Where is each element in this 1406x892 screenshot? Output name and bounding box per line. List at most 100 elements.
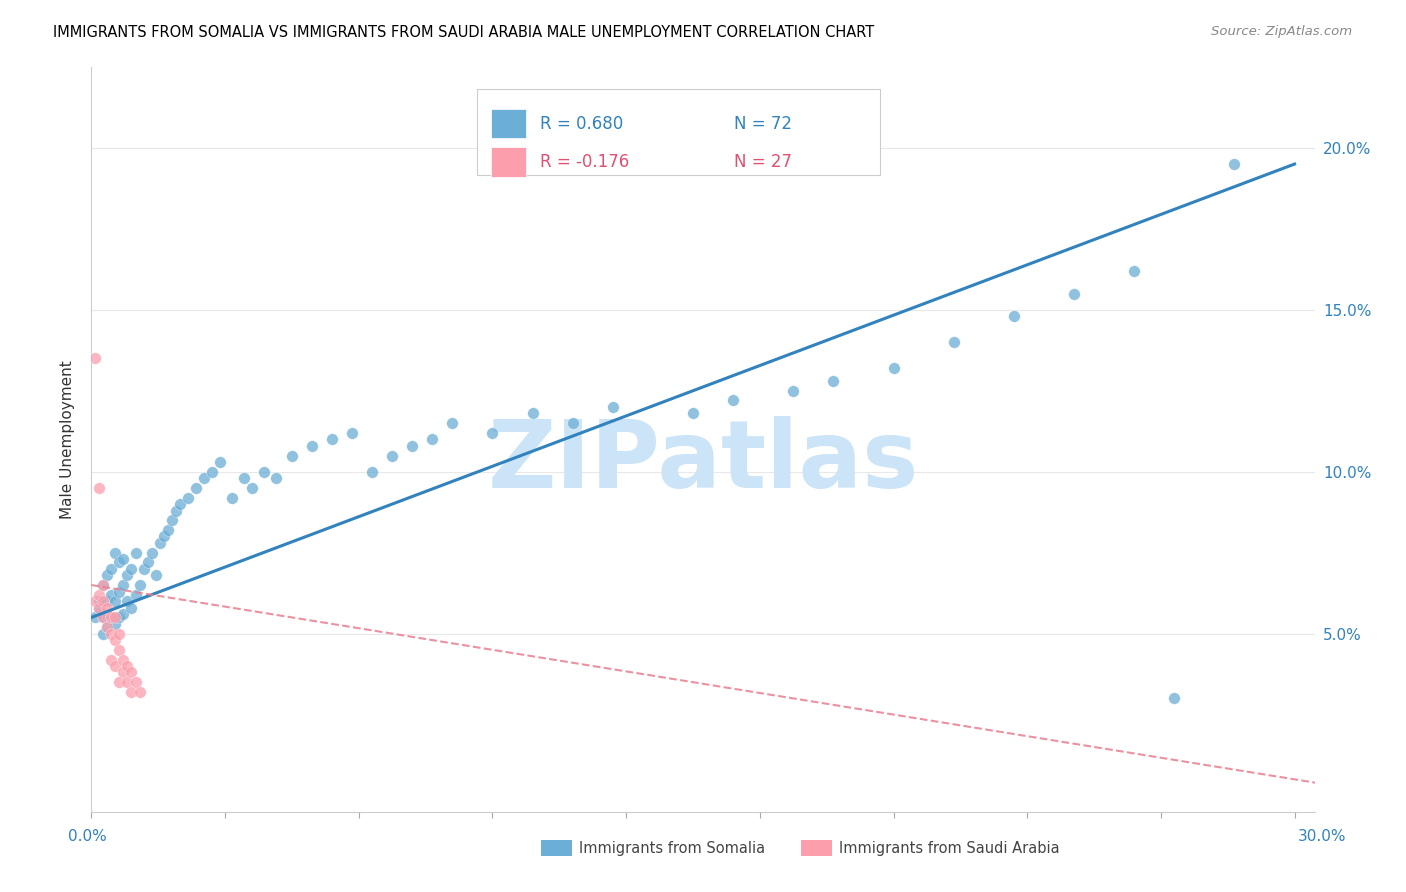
- Text: N = 72: N = 72: [734, 114, 792, 133]
- Point: [136, 555, 159, 569]
- Text: 30.0%: 30.0%: [1298, 830, 1346, 844]
- Point: [112, 665, 135, 680]
- Point: [108, 626, 131, 640]
- Point: [124, 588, 146, 602]
- Point: [96, 620, 118, 634]
- Point: [1063, 286, 1085, 301]
- Point: [321, 433, 343, 447]
- Point: [602, 400, 624, 414]
- Point: [156, 523, 179, 537]
- Point: [141, 546, 163, 560]
- Point: [823, 374, 845, 388]
- Point: [882, 361, 904, 376]
- Point: [721, 393, 744, 408]
- Point: [84, 594, 107, 608]
- Point: [96, 594, 118, 608]
- Point: [1163, 691, 1185, 706]
- Point: [100, 562, 122, 576]
- Point: [117, 659, 139, 673]
- Point: [89, 594, 111, 608]
- Point: [420, 433, 443, 447]
- Point: [93, 594, 115, 608]
- Point: [682, 406, 704, 420]
- Point: [112, 607, 135, 622]
- Text: N = 27: N = 27: [734, 153, 792, 171]
- Point: [193, 471, 215, 485]
- Point: [104, 659, 127, 673]
- Point: [112, 578, 135, 592]
- FancyBboxPatch shape: [477, 89, 880, 175]
- Point: [117, 568, 139, 582]
- Text: 0.0%: 0.0%: [67, 830, 107, 844]
- Point: [128, 578, 150, 592]
- Point: [93, 626, 115, 640]
- Point: [100, 652, 122, 666]
- Point: [264, 471, 287, 485]
- Point: [124, 546, 146, 560]
- Point: [232, 471, 254, 485]
- Point: [112, 552, 135, 566]
- Point: [121, 600, 143, 615]
- Point: [441, 416, 464, 430]
- Point: [108, 610, 131, 624]
- Point: [145, 568, 167, 582]
- Point: [208, 455, 231, 469]
- Point: [104, 633, 127, 648]
- Point: [89, 481, 111, 495]
- Point: [93, 610, 115, 624]
- Text: Immigrants from Saudi Arabia: Immigrants from Saudi Arabia: [839, 841, 1060, 855]
- Point: [108, 555, 131, 569]
- Text: IMMIGRANTS FROM SOMALIA VS IMMIGRANTS FROM SAUDI ARABIA MALE UNEMPLOYMENT CORREL: IMMIGRANTS FROM SOMALIA VS IMMIGRANTS FR…: [53, 25, 875, 40]
- Point: [93, 578, 115, 592]
- Point: [84, 610, 107, 624]
- Text: ZIPatlas: ZIPatlas: [488, 416, 918, 508]
- Point: [117, 594, 139, 608]
- Point: [176, 491, 198, 505]
- Point: [104, 610, 127, 624]
- Point: [361, 465, 384, 479]
- Point: [253, 465, 276, 479]
- Point: [381, 449, 404, 463]
- Point: [84, 351, 107, 366]
- Point: [169, 497, 191, 511]
- Point: [96, 620, 118, 634]
- Point: [121, 685, 143, 699]
- Point: [121, 665, 143, 680]
- Point: [522, 406, 544, 420]
- Text: Immigrants from Somalia: Immigrants from Somalia: [579, 841, 765, 855]
- Point: [301, 439, 323, 453]
- Text: R = 0.680: R = 0.680: [540, 114, 624, 133]
- Bar: [491, 109, 526, 138]
- Text: R = -0.176: R = -0.176: [540, 153, 630, 171]
- Point: [201, 465, 224, 479]
- Point: [96, 568, 118, 582]
- Point: [104, 616, 127, 631]
- Point: [152, 529, 174, 543]
- Point: [184, 481, 207, 495]
- Point: [89, 588, 111, 602]
- Point: [340, 425, 363, 440]
- Text: Source: ZipAtlas.com: Source: ZipAtlas.com: [1212, 25, 1353, 38]
- Point: [100, 626, 122, 640]
- Point: [240, 481, 263, 495]
- Point: [1123, 264, 1146, 278]
- Point: [481, 425, 503, 440]
- Point: [124, 675, 146, 690]
- Point: [221, 491, 243, 505]
- Point: [104, 546, 127, 560]
- Point: [100, 610, 122, 624]
- Point: [121, 562, 143, 576]
- Point: [108, 584, 131, 599]
- Point: [104, 594, 127, 608]
- Point: [112, 652, 135, 666]
- Point: [89, 600, 111, 615]
- Point: [108, 675, 131, 690]
- Point: [942, 335, 965, 350]
- Point: [1223, 157, 1246, 171]
- Point: [100, 588, 122, 602]
- Point: [117, 675, 139, 690]
- Point: [108, 642, 131, 657]
- Y-axis label: Male Unemployment: Male Unemployment: [60, 360, 76, 518]
- Point: [128, 685, 150, 699]
- Point: [160, 513, 183, 527]
